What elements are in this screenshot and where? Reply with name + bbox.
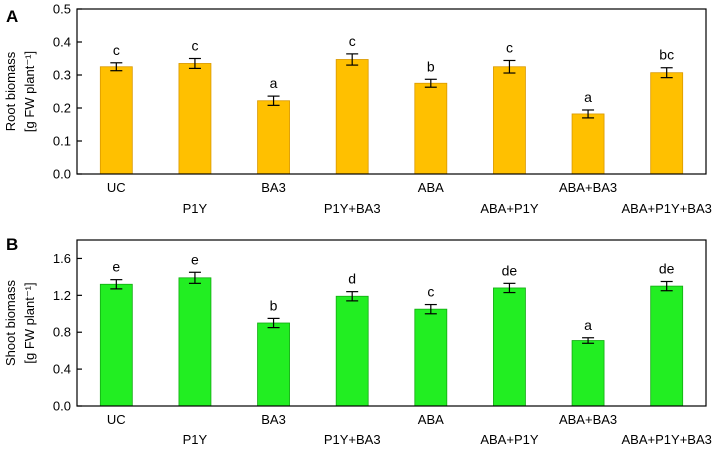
category-label: ABA+P1Y+BA3 [622,201,712,216]
panel-label: A [6,7,18,26]
y-tick-label: 0.4 [53,362,71,377]
bar-ABA [414,308,448,407]
error-bar [346,291,359,302]
category-label: P1Y+BA3 [324,432,381,447]
bar-BA3 [257,100,290,175]
y-tick-label: 0.1 [53,134,71,149]
y-axis-title-line2: [g FW plant⁻¹] [22,51,37,132]
shoot-biomass-panel: B Shoot biomass [g FW plant⁻¹] e UC e P1Y b BA3 d… [3,235,712,447]
error-bar [503,282,516,294]
significance-label: de [659,261,675,277]
y-tick-label: 1.2 [53,288,71,303]
bar-ABA+P1Y [493,66,526,175]
bar-ABA+P1Y+BA3 [650,72,684,175]
y-axis-title-line1: Shoot biomass [3,280,18,366]
y-tick-label: 0.8 [53,325,71,340]
category-label: ABA+P1Y [480,432,539,447]
significance-label: bc [659,47,674,63]
bar-BA3 [257,322,290,407]
significance-label: a [270,75,278,91]
bar-UC [99,283,133,407]
y-tick-label: 0.3 [53,68,71,83]
significance-label: de [502,262,518,278]
root-biomass-panel: A Root biomass [g FW plant⁻¹] c UC c P1Y a BA3 c P… [3,2,712,217]
y-tick-label: 1.6 [53,251,71,266]
bar-P1Y [178,63,212,175]
significance-label: a [584,89,592,105]
significance-label: c [191,38,198,54]
error-bar [424,303,437,315]
y-tick-label: 0.0 [53,167,71,182]
y-axis-title-line2: [g FW plant⁻¹] [22,282,37,363]
y-tick-label: 0.0 [53,399,71,414]
category-label: UC [107,180,126,195]
plot-frame [76,239,707,407]
significance-label: c [113,42,120,58]
category-label: ABA+BA3 [559,180,617,195]
error-bar [110,279,123,290]
significance-label: e [191,251,199,267]
error-bar [188,57,201,70]
error-bar [267,95,280,106]
category-label: ABA+P1Y+BA3 [622,432,712,447]
error-bar [660,67,673,79]
category-label: BA3 [261,412,286,427]
category-label: UC [107,412,126,427]
y-tick-label: 0.4 [53,35,71,50]
category-label: ABA+BA3 [559,412,617,427]
category-label: P1Y [183,432,208,447]
bar-ABA+P1Y+BA3 [650,285,684,407]
panel-label: B [6,235,18,254]
error-bar [110,62,123,72]
category-label: ABA [418,180,444,195]
y-tick-label: 0.2 [53,101,71,116]
error-bar [267,317,280,329]
significance-label: c [506,39,513,55]
error-bar [660,280,673,292]
error-bar [582,109,595,119]
plot-frame [76,8,707,175]
bar-P1Y+BA3 [335,295,369,407]
significance-label: b [427,58,435,74]
error-bar [346,53,359,66]
y-tick-label: 0.5 [53,2,71,17]
significance-label: d [348,271,356,287]
error-bar [503,59,516,74]
category-label: P1Y [183,201,208,216]
error-bar [424,78,437,88]
significance-label: b [270,297,278,313]
bar-P1Y [178,277,212,407]
category-label: ABA+P1Y [480,201,539,216]
significance-label: a [584,317,592,333]
significance-label: e [112,259,120,275]
category-label: ABA [418,412,444,427]
significance-label: c [349,33,356,49]
bar-ABA+BA3 [571,113,605,175]
error-bar [188,271,201,284]
bar-ABA+P1Y [493,287,526,407]
bar-UC [99,66,133,175]
error-bar [582,337,595,344]
significance-label: c [427,284,434,300]
y-axis-title-line1: Root biomass [3,51,18,131]
bar-ABA [414,82,448,175]
category-label: BA3 [261,180,286,195]
category-label: P1Y+BA3 [324,201,381,216]
bar-ABA+BA3 [571,340,605,407]
bar-P1Y+BA3 [335,59,369,175]
